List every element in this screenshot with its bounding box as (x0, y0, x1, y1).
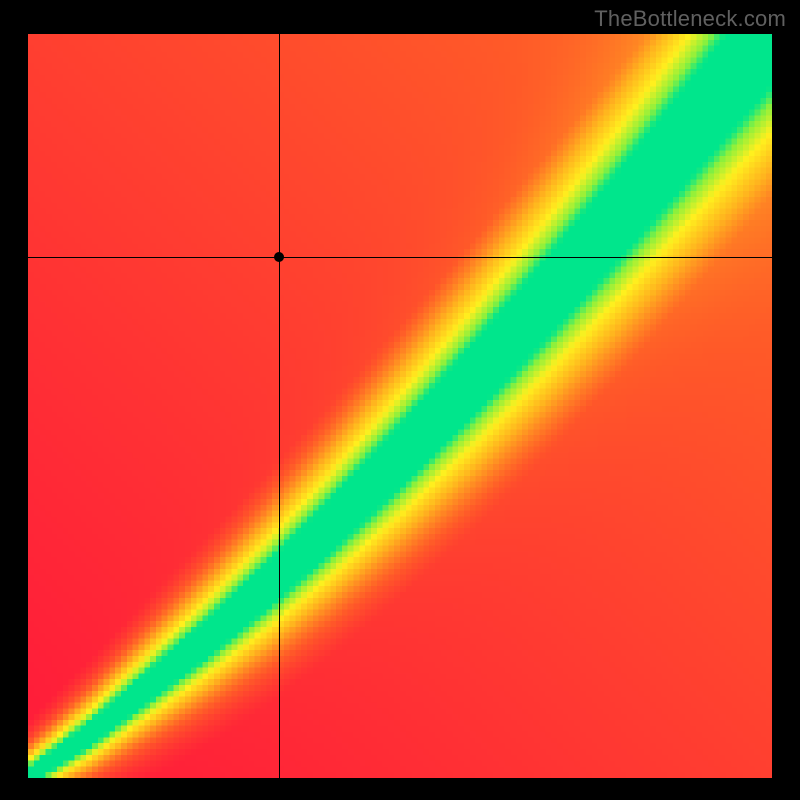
chart-container: TheBottleneck.com (0, 0, 800, 800)
crosshair-horizontal (28, 257, 772, 258)
crosshair-vertical (279, 34, 280, 778)
plot-area (28, 34, 772, 778)
heatmap-canvas (28, 34, 772, 778)
data-point-marker (274, 252, 284, 262)
watermark-text: TheBottleneck.com (594, 6, 786, 32)
